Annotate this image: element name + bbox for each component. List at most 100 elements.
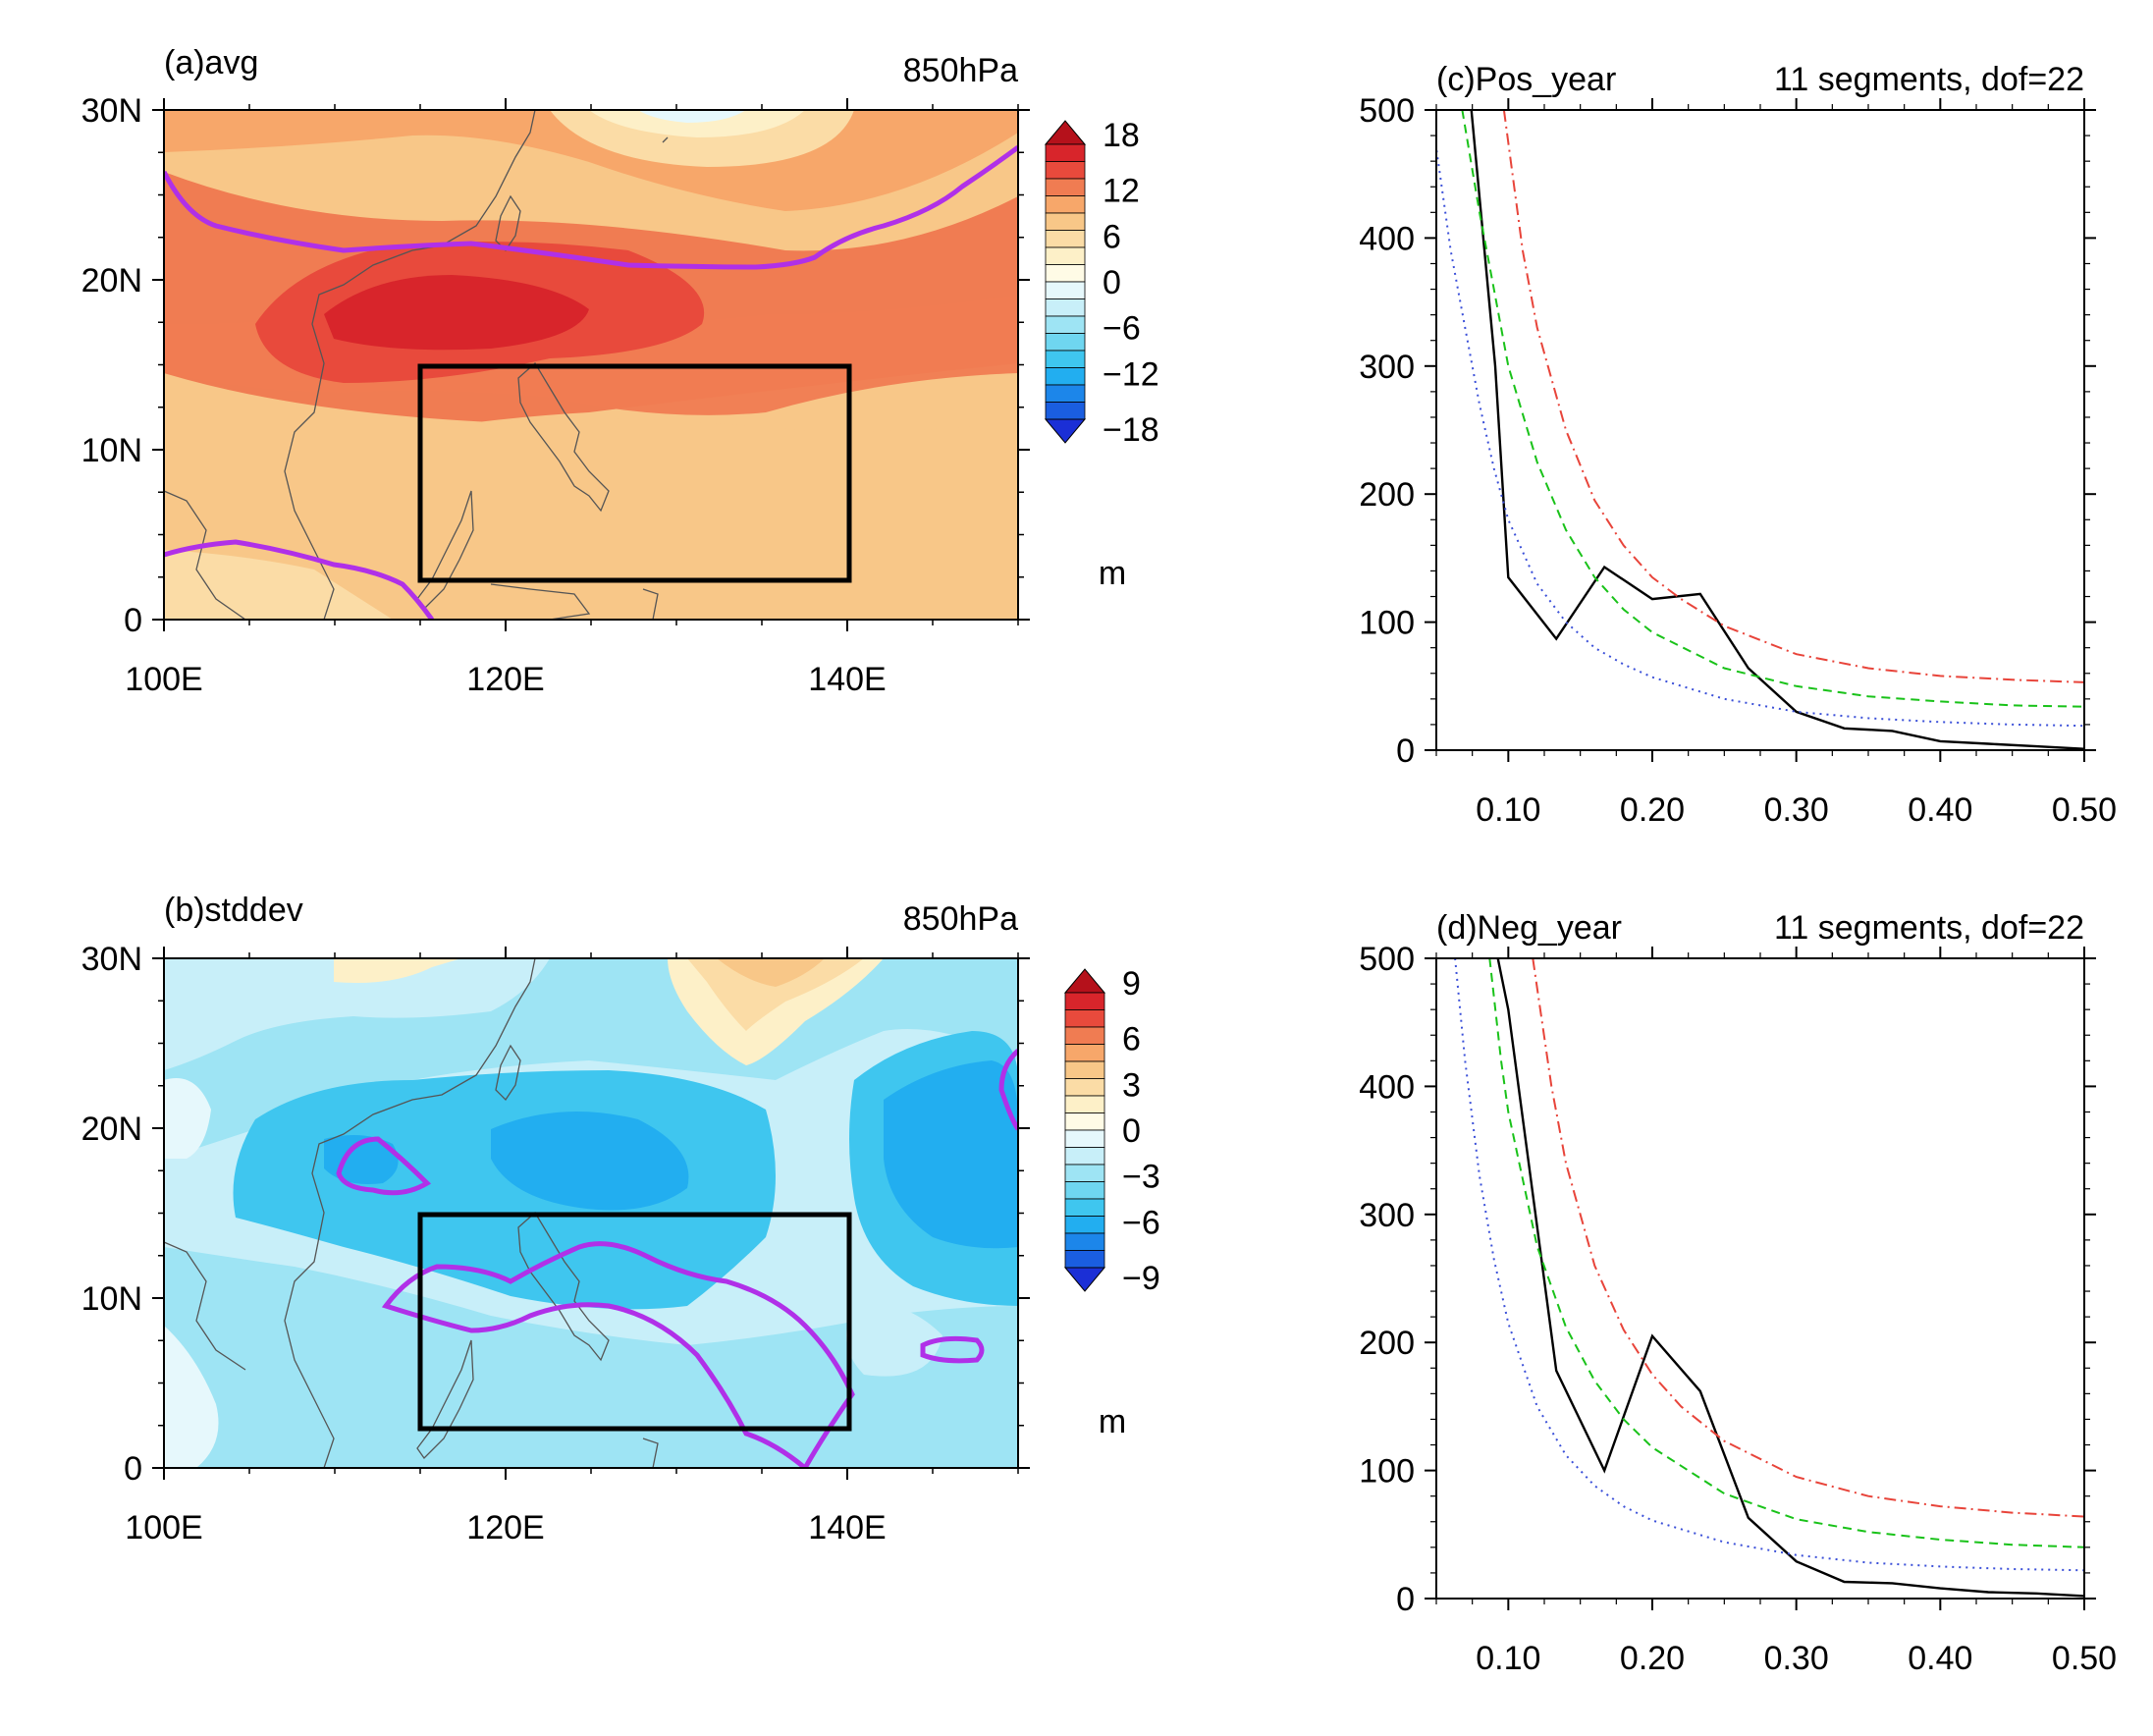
map-b-colorbar-label: 9 <box>1122 965 1141 1003</box>
chart-d-ytick-label: 300 <box>1359 1197 1415 1234</box>
map-b-colorbar-bin <box>1064 1009 1105 1028</box>
chart-c-series-red-noise <box>1436 142 2084 728</box>
map-b-colorbar-bin <box>1064 1147 1105 1166</box>
map-b-colorbar-label: −3 <box>1122 1159 1160 1196</box>
colorbar-a: 18 12 6 0 −6 −12 −18 <box>1044 117 1159 449</box>
map-b-colorbar-bin <box>1064 1112 1105 1131</box>
map-b-panel <box>163 957 1019 1469</box>
map-b-colorbar-bin <box>1064 1232 1105 1251</box>
chart-d-ytick-label: 100 <box>1359 1453 1415 1491</box>
chart-d-series-lower-bound <box>1488 958 2084 1548</box>
map-a-ytick-label: 0 <box>124 602 142 639</box>
map-b-colorbar-bottom-arrow <box>1063 1267 1106 1292</box>
map-a-ytick-label: 10N <box>81 432 142 469</box>
map-b-colorbar-unit: m <box>1099 1403 1126 1440</box>
chart-c-ytick-label: 100 <box>1359 605 1415 642</box>
map-a-colorbar-unit: m <box>1099 555 1126 592</box>
map-b-colorbar-bin <box>1064 1216 1105 1234</box>
map-a-colorbar-bin <box>1045 384 1086 403</box>
map-a-colorbar-bin <box>1045 367 1086 386</box>
chart-c: (c)Pos_year 11 segments, dof=22 500 400 300 2… <box>1359 61 2117 829</box>
map-b-colorbar-bin <box>1064 1095 1105 1113</box>
chart-d-title: (d)Neg_year <box>1436 909 1622 947</box>
chart-d-ytick-label: 200 <box>1359 1325 1415 1362</box>
map-a-panel <box>163 109 1019 621</box>
map-a-colorbar-bin <box>1045 143 1086 162</box>
map-b-label: (b)stddev <box>164 892 303 929</box>
chart-d-ytick-label: 400 <box>1359 1068 1415 1106</box>
map-a-colorbar-label: 6 <box>1103 218 1121 255</box>
map-a-colorbar-bin <box>1045 246 1086 265</box>
map-b-colorbar-bin <box>1064 1044 1105 1062</box>
map-a-label: (a)avg <box>164 44 258 81</box>
chart-d-subtitle: 11 segments, dof=22 <box>1774 909 2084 947</box>
map-b-xtick-label: 140E <box>808 1509 886 1546</box>
chart-d: (d)Neg_year 11 segments, dof=22 500 400 300 2… <box>1359 909 2117 1677</box>
chart-c-subtitle: 11 segments, dof=22 <box>1774 61 2084 98</box>
map-b-level: 850hPa <box>903 900 1018 938</box>
chart-c-ytick-label: 200 <box>1359 476 1415 514</box>
colorbar-b: 9 6 3 0 −3 −6 −9 <box>1063 965 1160 1297</box>
map-a-colorbar-bin <box>1045 298 1086 317</box>
map-b-colorbar-bin <box>1064 1250 1105 1269</box>
chart-d-series-upper-bound <box>1532 958 2084 1518</box>
chart-d-ytick-label: 0 <box>1396 1581 1415 1618</box>
map-b-region-box <box>417 1212 852 1432</box>
map-a-ytick-label: 20N <box>81 262 142 299</box>
map-a-colorbar-label: −12 <box>1103 355 1159 393</box>
map-a-field <box>164 110 1018 620</box>
map-a-colorbar-bin <box>1045 333 1086 352</box>
chart-d-xtick-label: 0.20 <box>1620 1640 1685 1677</box>
map-b-colorbar-label: −9 <box>1122 1260 1160 1297</box>
map-b-ytick-label: 0 <box>124 1450 142 1488</box>
map-a-colorbar-bottom-arrow <box>1044 418 1087 444</box>
chart-c-xtick-label: 0.20 <box>1620 791 1685 829</box>
chart-d-series-red-noise <box>1454 958 2084 1572</box>
map-a-colorbar-bin <box>1045 281 1086 299</box>
map-b-colorbar-label: 0 <box>1122 1112 1141 1150</box>
map-a-xtick-label: 120E <box>466 661 544 698</box>
chart-c-xtick-label: 0.10 <box>1476 791 1540 829</box>
map-a-colorbar-label: 12 <box>1103 173 1140 210</box>
chart-c-xtick-label: 0.40 <box>1908 791 1972 829</box>
map-b-ytick-label: 30N <box>81 941 142 978</box>
map-a-xtick-label: 100E <box>125 661 202 698</box>
chart-c-series-spectrum <box>1470 110 2084 750</box>
map-b-xtick-label: 100E <box>125 1509 202 1546</box>
chart-c-ytick-label: 400 <box>1359 220 1415 257</box>
chart-c-frame <box>1435 109 2085 751</box>
map-a-contour <box>164 144 1018 620</box>
map-b-contours <box>336 1049 1018 1468</box>
map-b-coastlines <box>164 958 659 1468</box>
map-b-colorbar-bin <box>1064 1164 1105 1182</box>
map-b-colorbar-bin <box>1064 1060 1105 1079</box>
map-b-xtick-label: 120E <box>466 1509 544 1546</box>
map-b-colorbar-bin <box>1064 1026 1105 1045</box>
chart-c-series-lower-bound <box>1461 110 2084 708</box>
map-a-colorbar-bin <box>1045 264 1086 283</box>
map-b-colorbar-bin <box>1064 1078 1105 1097</box>
map-a-colorbar-bin <box>1045 178 1086 196</box>
map-b-ytick-label: 10N <box>81 1280 142 1318</box>
chart-d-frame <box>1435 957 2085 1600</box>
map-b-colorbar-label: −6 <box>1122 1204 1160 1241</box>
chart-d-ytick-label: 500 <box>1359 941 1415 978</box>
chart-c-ytick-label: 500 <box>1359 92 1415 130</box>
map-b-colorbar-bin <box>1064 992 1105 1010</box>
map-a-colorbar-bin <box>1045 195 1086 214</box>
map-b-ytick-label: 20N <box>81 1111 142 1148</box>
map-a-colorbar-label: −18 <box>1103 411 1159 449</box>
map-axes: 100E 120E 140E 30N 20N 10N 0 100E 120E 140E 30N 20N… <box>81 92 1030 1546</box>
map-b-colorbar-bin <box>1064 1129 1105 1148</box>
chart-c-xtick-label: 0.50 <box>2052 791 2117 829</box>
map-a-colorbar-bin <box>1045 212 1086 231</box>
chart-d-xtick-label: 0.10 <box>1476 1640 1540 1677</box>
map-b-colorbar-top-arrow <box>1063 968 1106 994</box>
map-a-colorbar-bin <box>1045 315 1086 334</box>
map-a-colorbar-bin <box>1045 161 1086 180</box>
map-a-colorbar-top-arrow <box>1044 120 1087 145</box>
map-a-colorbar-bin <box>1045 402 1086 420</box>
map-a-region-box <box>417 363 852 583</box>
chart-d-series-spectrum <box>1496 958 2084 1598</box>
chart-d-xtick-label: 0.50 <box>2052 1640 2117 1677</box>
